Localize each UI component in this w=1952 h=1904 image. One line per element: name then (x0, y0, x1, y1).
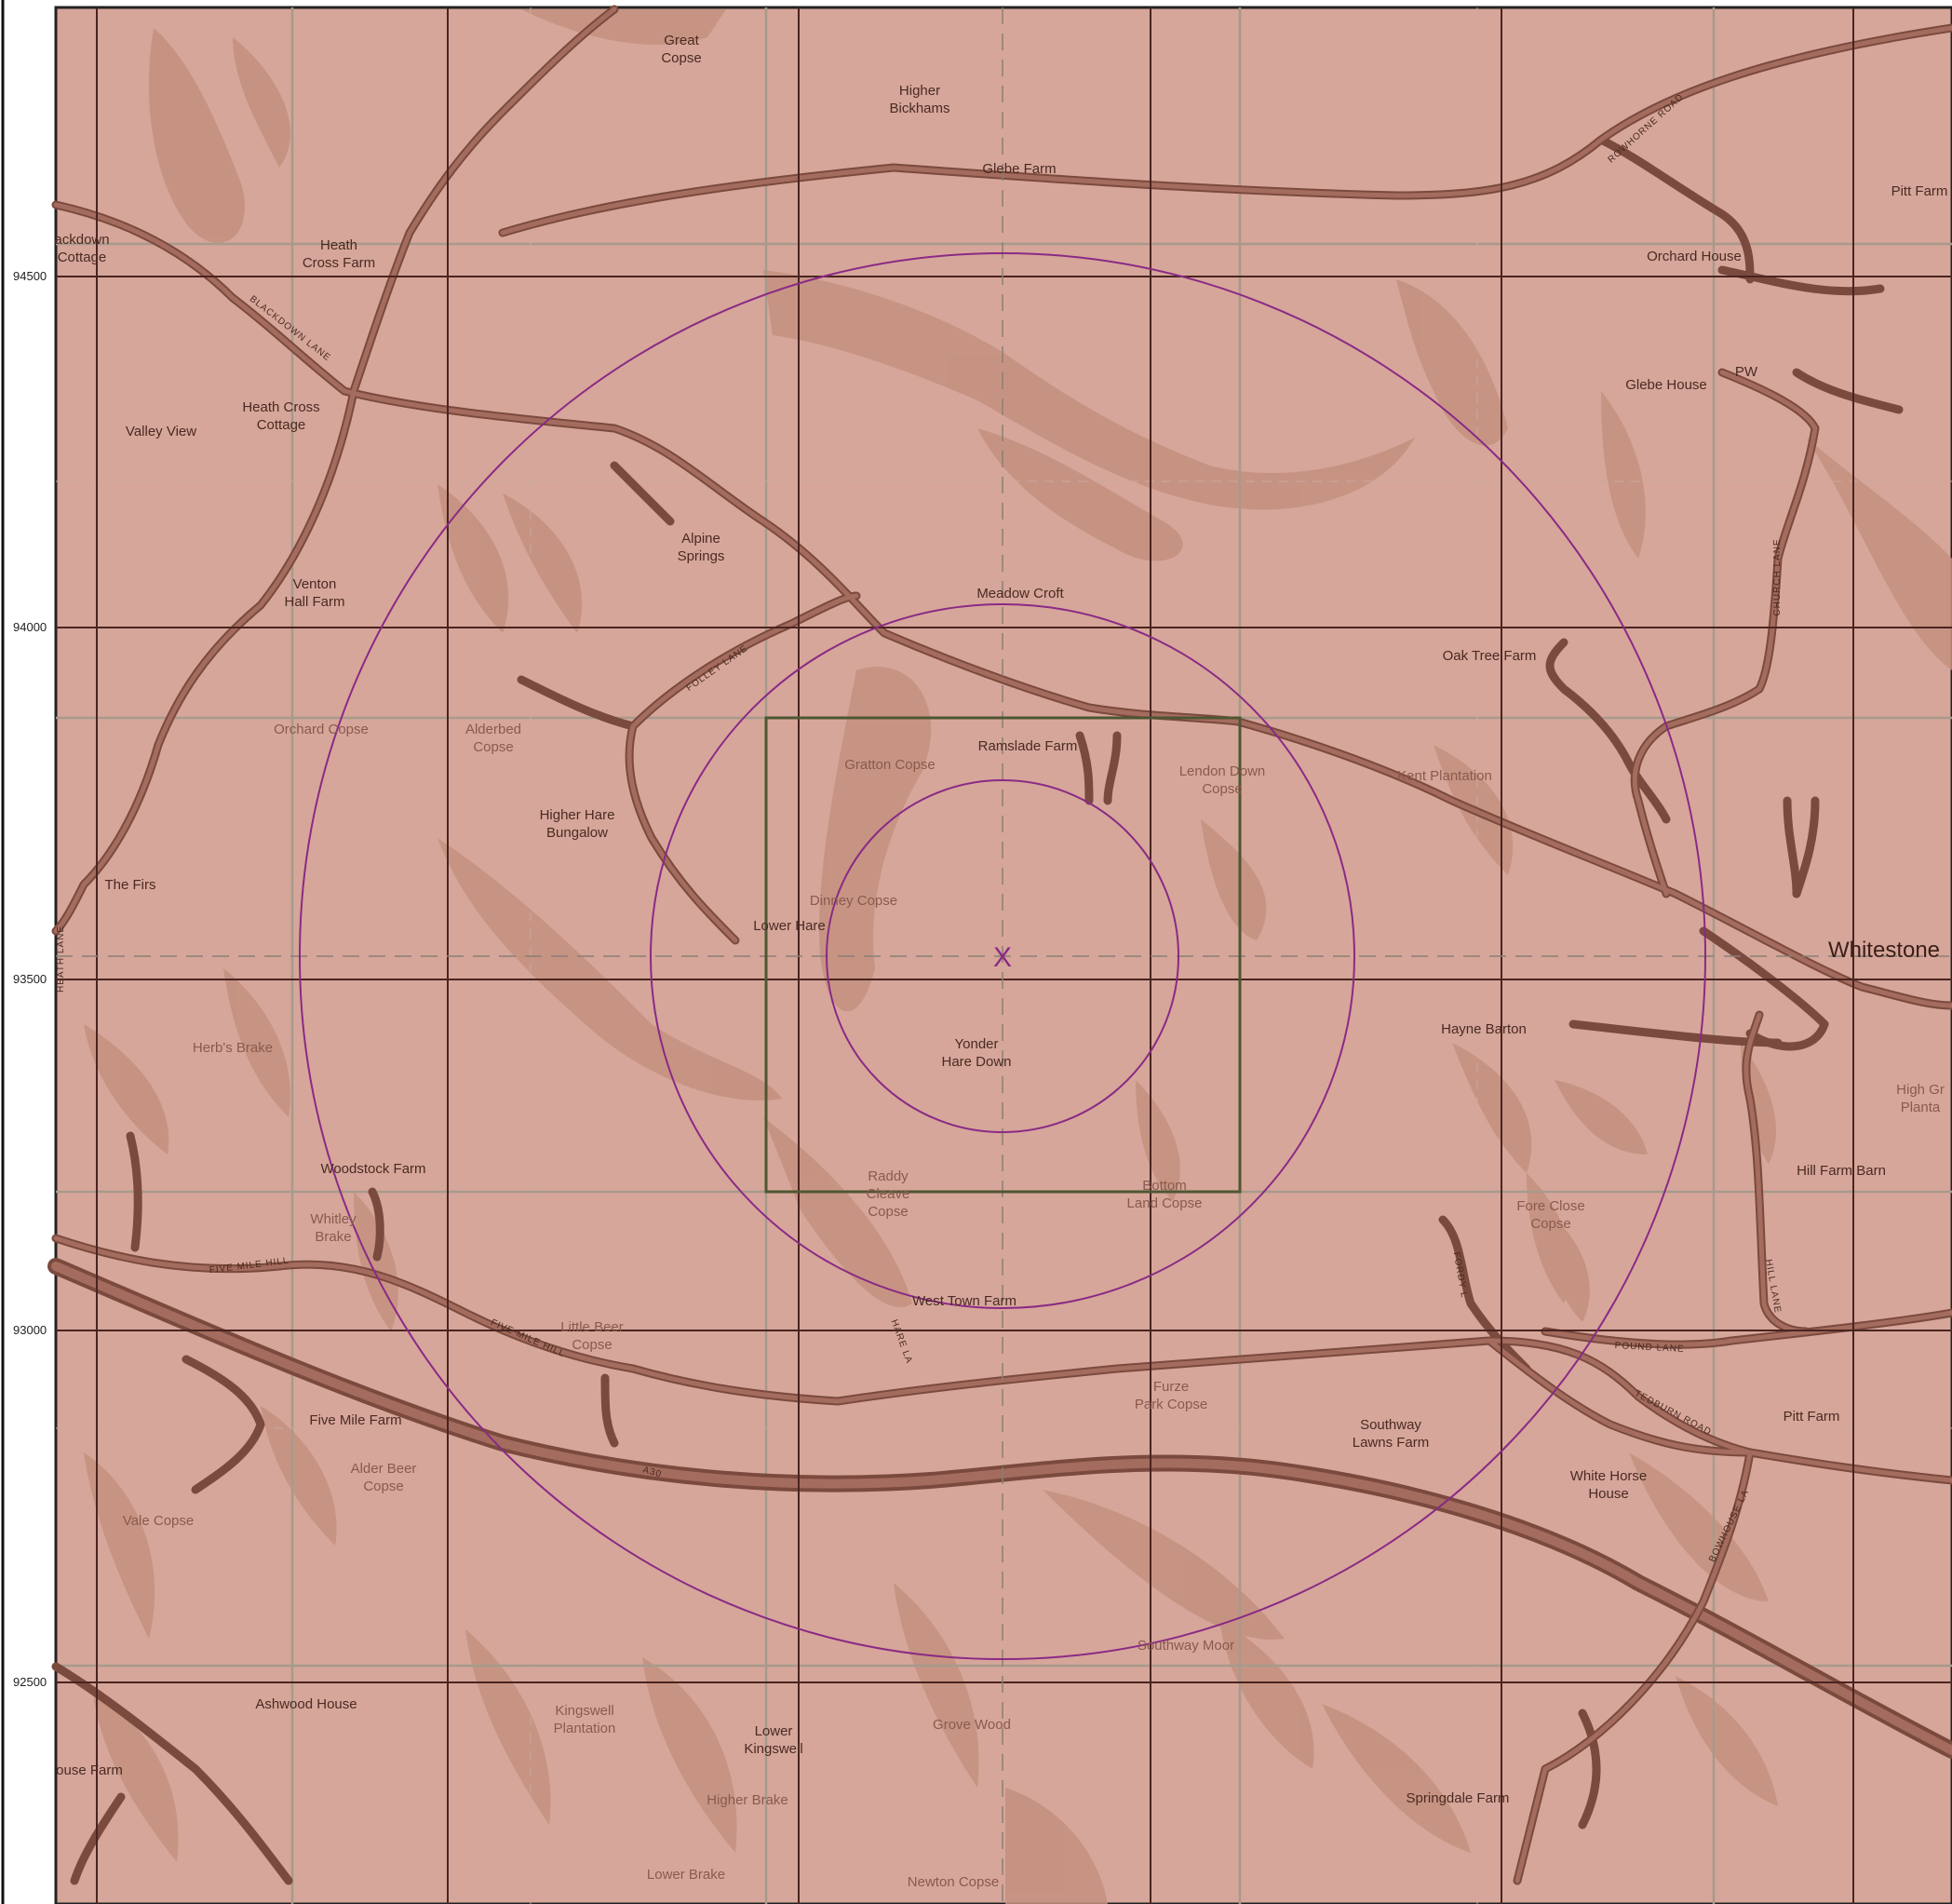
place-label-lower-kingswell: Lower Kingswell (744, 1723, 802, 1757)
place-label-kingswell-plantation: Kingswell Plantation (554, 1703, 616, 1736)
middle-ring (650, 603, 1355, 1309)
place-label-woodstock-farm: Woodstock Farm (320, 1161, 425, 1177)
place-label-grove-wood: Grove Wood (933, 1717, 1011, 1733)
center-crosshair (56, 7, 1952, 1904)
distance-rings (299, 252, 1706, 1660)
northing-labels: 94500 94000 93500 93000 92500 (13, 269, 47, 1689)
place-label-lower-hare: Lower Hare (753, 918, 826, 934)
outer-ring (299, 252, 1706, 1660)
place-label-hayne-barton: Hayne Barton (1441, 1021, 1527, 1037)
northing-label-93500: 93500 (13, 972, 47, 986)
place-label-glebe-farm: Glebe Farm (982, 161, 1056, 177)
place-label-southway-moor: Southway Moor (1138, 1638, 1234, 1654)
place-label-high-grove-plantation: High Gr Planta (1896, 1082, 1945, 1115)
place-label-heath-cross-farm: Heath Cross Farm (303, 237, 375, 271)
faint-grid (56, 7, 1952, 1904)
place-label-oak-tree-farm: Oak Tree Farm (1443, 648, 1537, 664)
place-label-raddy-cleave-copse: Raddy Cleave Copse (867, 1168, 910, 1220)
road-network (47, 5, 1952, 1885)
place-label-heath-cross-cottage: Heath Cross Cottage (242, 399, 319, 433)
place-label-bottom-land-copse: Bottom Land Copse (1127, 1178, 1203, 1211)
place-label-herbs-brake: Herb's Brake (193, 1040, 273, 1056)
place-label-great-copse: Great Copse (661, 33, 701, 66)
place-label-higher-hare-bungalow: Higher Hare Bungalow (540, 807, 615, 841)
place-label-glebe-house: Glebe House (1625, 377, 1707, 393)
inner-ring (826, 779, 1179, 1133)
place-label-venton-hall-farm: Venton Hall Farm (284, 576, 344, 610)
map-body: X Great Copse Higher Bickhams Glebe Farm Pitt… (47, 5, 1952, 1904)
place-label-the-firs: The Firs (104, 877, 155, 893)
place-label-springdale-farm: Springdale Farm (1407, 1790, 1510, 1806)
place-label-dinney-copse: Dinney Copse (810, 893, 897, 909)
place-label-southway-lawns-farm: Southway Lawns Farm (1353, 1417, 1430, 1451)
northing-label-94500: 94500 (13, 269, 47, 283)
place-label-alpine-springs: Alpine Springs (678, 531, 725, 564)
place-label-meadow-croft: Meadow Croft (976, 586, 1064, 601)
place-label-whitley-brake: Whitley Brake (310, 1211, 357, 1245)
place-label-orchard-copse: Orchard Copse (274, 722, 369, 737)
place-label-blackdown-cottage: ackdown Cottage (54, 232, 109, 265)
place-label-vale-copse: Vale Copse (123, 1513, 194, 1529)
northing-label-94000: 94000 (13, 620, 47, 634)
place-label-ramslade-farm: Ramslade Farm (978, 738, 1078, 754)
place-label-orchard-house: Orchard House (1647, 249, 1742, 264)
place-label-yonder-hare-down: Yonder Hare Down (941, 1036, 1011, 1070)
place-label-lendon-down-copse: Lendon Down Copse (1179, 763, 1266, 797)
road-label-heath-lane: HEATH LANE (56, 925, 66, 993)
center-marker: X (993, 942, 1012, 973)
place-label-kent-plantation: Kent Plantation (1397, 768, 1492, 784)
place-label-white-horse-house: White Horse House (1570, 1468, 1648, 1502)
place-label-fore-close-copse: Fore Close Copse (1516, 1198, 1584, 1232)
place-label-hill-farm-barn: Hill Farm Barn (1797, 1163, 1886, 1179)
place-label-little-beer-copse: Little Beer Copse (560, 1319, 624, 1353)
place-label-valley-view: Valley View (126, 424, 196, 439)
place-label-pitt-farm-top: Pitt Farm (1891, 183, 1948, 199)
road-label-church-lane: CHURCH LANE (1772, 538, 1783, 615)
place-label-house-farm: ouse Farm (56, 1762, 123, 1778)
road-label-a30: A30 (641, 1465, 663, 1480)
place-label-alderbed-copse: Alderbed Copse (465, 722, 521, 755)
northing-label-92500: 92500 (13, 1675, 47, 1689)
place-label-west-town-farm: West Town Farm (912, 1293, 1016, 1309)
place-label-pitt-farm-bottom: Pitt Farm (1784, 1409, 1840, 1425)
site-boundary-box (764, 716, 1242, 1194)
place-label-ashwood-house: Ashwood House (255, 1696, 357, 1712)
place-label-newton-copse: Newton Copse (908, 1874, 999, 1890)
place-label-furze-park-copse: Furze Park Copse (1135, 1379, 1207, 1412)
place-label-gratton-copse: Gratton Copse (844, 757, 936, 773)
place-label-whitestone: Whitestone (1828, 938, 1940, 963)
place-label-lower-brake: Lower Brake (647, 1867, 725, 1883)
place-label-five-mile-farm: Five Mile Farm (309, 1412, 401, 1428)
place-label-pw: PW (1735, 364, 1758, 380)
place-label-higher-brake: Higher Brake (707, 1792, 788, 1808)
road-label-pound-lane: POUND LANE (1614, 1341, 1684, 1355)
place-labels: Great Copse Higher Bickhams Glebe Farm Pitt F… (54, 33, 1947, 1890)
woodland-shading (84, 9, 1952, 1904)
place-label-higher-bickhams: Higher Bickhams (889, 83, 949, 116)
place-label-alder-beer-copse: Alder Beer Copse (351, 1461, 417, 1494)
northing-label-93000: 93000 (13, 1323, 47, 1337)
